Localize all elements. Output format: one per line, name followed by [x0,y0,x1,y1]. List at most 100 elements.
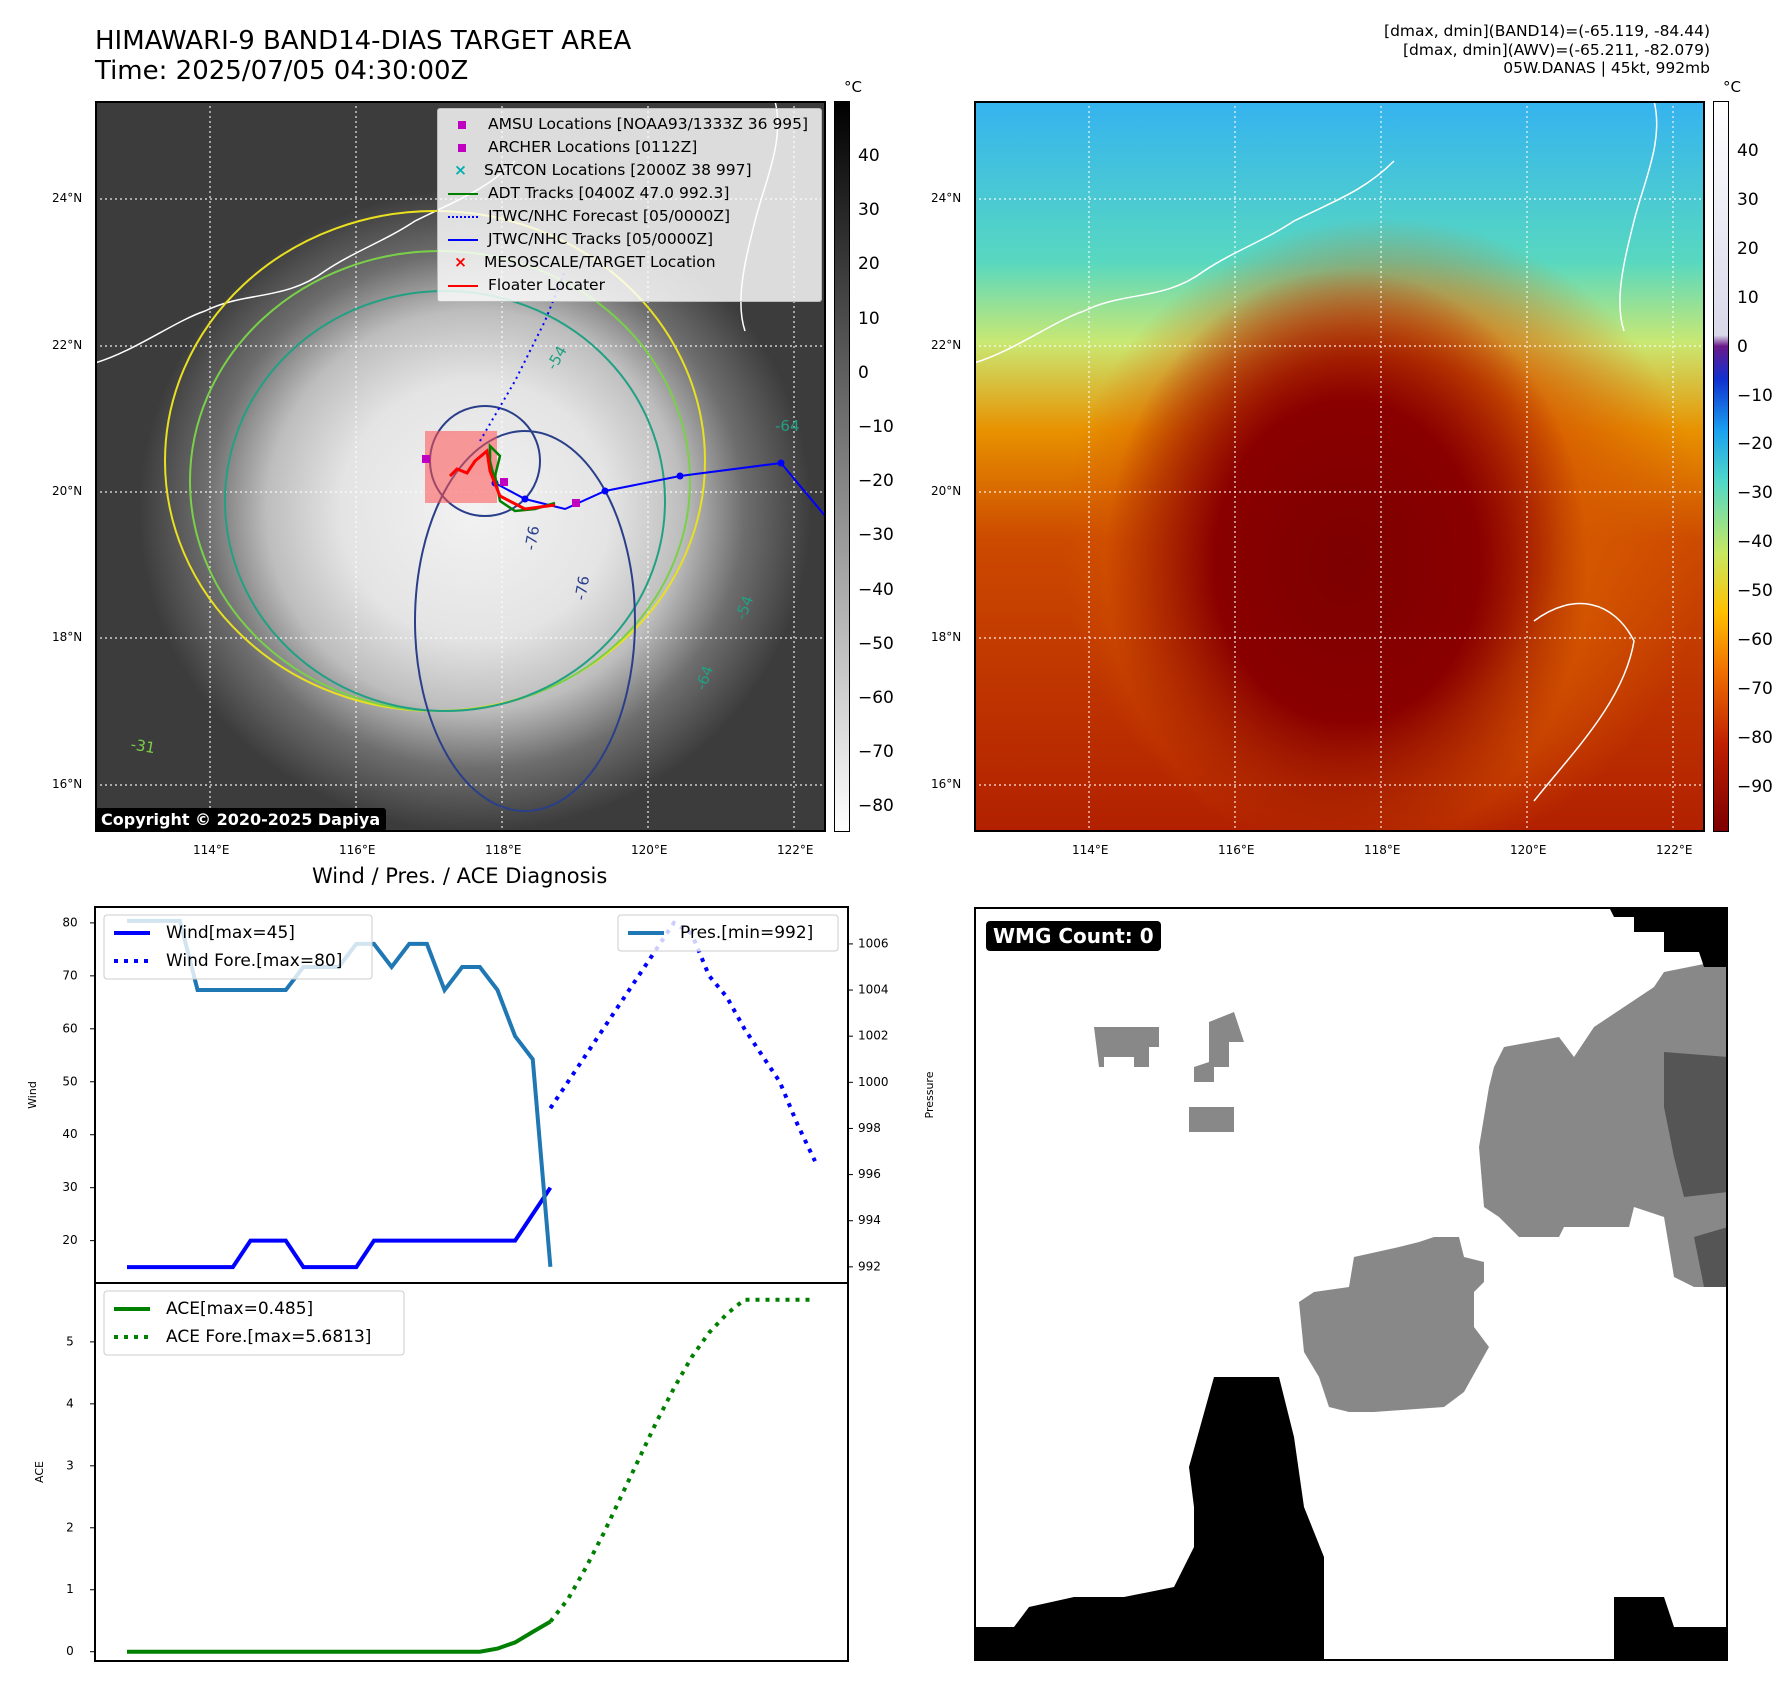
gray-colorbar-unit: °C [844,78,862,96]
wind-ytick-label: 70 [62,968,77,982]
color-colorbar [1713,101,1729,832]
wind-ytick-label: 80 [62,915,77,929]
pressure-axis-label: Pressure [923,1071,936,1118]
colorbar-tick-label: −60 [858,688,894,708]
lon-label: 122°E [777,843,814,857]
pressure-legend-label: Pres.[min=992] [680,923,813,943]
ace-series-line-1 [548,1297,815,1623]
legend-entry: JTWC/NHC Forecast [05/0000Z] [448,207,730,225]
colorbar-tick-label: −30 [1737,483,1773,504]
colorbar-tick-label: 30 [1737,189,1759,210]
lat-label: 16°N [931,777,962,791]
wind-pres-ace-chart: 2030405060708099299499699810001002100410… [26,906,936,1662]
ir-map-panel: -54 -64 -76 -76 -54 -64 -31 AMSU Locatio… [95,101,826,832]
wmg-grid [974,907,1728,1661]
ace-fore-legend-label: ACE Fore.[max=5.6813] [166,1327,371,1347]
ace-ytick-label: 2 [66,1520,74,1534]
wind-fore-legend-label: Wind Fore.[max=80] [166,951,342,971]
ace-ytick-label: 3 [66,1458,74,1472]
colorbar-tick-label: −50 [1737,581,1773,602]
legend-entry: JTWC/NHC Tracks [05/0000Z] [448,230,713,248]
ace-chart-frame [94,1282,849,1662]
lon-label: 114°E [193,843,230,857]
map-legend: AMSU Locations [NOAA93/1333Z 36 995] ARC… [437,108,822,302]
pressure-legend [617,914,839,952]
contour-label: -76 [571,574,593,601]
pressure-ytick-label: 992 [858,1259,881,1273]
floater-box [425,431,497,503]
colorbar-tick-label: −80 [1737,727,1773,748]
colorbar-tick-label: −10 [1737,385,1773,406]
wind-ytick-label: 40 [62,1127,77,1141]
legend-entry: ADT Tracks [0400Z 47.0 992.3] [448,184,729,202]
lat-label: 24°N [52,191,83,205]
wind-axis-label: Wind [26,1081,39,1109]
floater-track [448,448,556,511]
figure-info: [dmax, dmin](BAND14)=(-65.119, -84.44) [… [1384,22,1710,77]
colorbar-tick-label: 0 [1737,336,1748,357]
colorbar-tick-label: −30 [858,525,894,546]
colorbar-tick-label: 20 [1737,238,1759,259]
contour-label: -64 [775,417,800,435]
ace-legend [103,1290,405,1356]
lon-label: 118°E [485,843,522,857]
ace-ytick-label: 1 [66,1582,74,1596]
wmg-frame [974,907,1728,1661]
pressure-ytick-label: 1002 [858,1029,889,1043]
colorbar-tick-label: −40 [858,579,894,600]
wmg-count-badge: WMG Count: 0 [986,921,1161,951]
colorbar-tick-label: −50 [858,633,894,654]
color-map-panel [974,101,1705,832]
colorbar-tick-label: −90 [1737,776,1773,797]
series-line-0 [127,1186,553,1270]
lon-label: 116°E [1218,843,1255,857]
amsu-marker [572,499,580,507]
lon-label: 114°E [1072,843,1109,857]
series-line-1 [548,920,817,1163]
pressure-ytick-label: 1000 [858,1075,889,1089]
ace-series-line-0 [127,1619,552,1654]
pressure-ytick-label: 998 [858,1121,881,1135]
pressure-ytick-label: 1006 [858,936,889,950]
diagnosis-title: Wind / Pres. / ACE Diagnosis [312,864,608,888]
ace-axis-label: ACE [33,1461,46,1483]
amsu-marker [422,455,430,463]
lon-label: 118°E [1364,843,1401,857]
lon-label: 120°E [1510,843,1547,857]
lon-label: 116°E [339,843,376,857]
gray-colorbar [834,101,850,832]
wmg-panel: WMG Count: 0 [974,907,1728,1661]
color-map-frame [974,101,1705,832]
lat-label: 16°N [52,777,83,791]
colorbar-tick-label: 20 [858,254,880,275]
wind-ytick-label: 20 [62,1233,77,1247]
colorbar-tick-label: −60 [1737,630,1773,650]
colorbar-tick-label: 40 [1737,141,1759,161]
copyright-badge: Copyright © 2020-2025 Dapiya [95,808,387,831]
lat-label: 20°N [931,484,962,498]
wind-ytick-label: 60 [62,1021,77,1035]
lat-label: 20°N [52,484,83,498]
colorbar-tick-label: 10 [1737,287,1759,308]
colorbar-tick-label: −70 [858,742,894,763]
colorbar-tick-label: 0 [858,362,869,383]
lat-label: 18°N [931,630,962,644]
ace-ytick-label: 4 [66,1396,74,1410]
colorbar-tick-label: −10 [858,417,894,437]
legend-entry: ARCHER Locations [0112Z] [448,138,697,156]
lon-label: 122°E [1656,843,1693,857]
lat-label: 22°N [52,338,83,352]
colorbar-tick-label: −20 [858,471,894,492]
colorbar-tick-label: 40 [858,146,880,166]
ace-legend-label: ACE[max=0.485] [166,1299,313,1319]
colorbar-tick-label: −40 [1737,532,1773,553]
colorbar-tick-label: −70 [1737,678,1773,699]
lat-label: 18°N [52,630,83,644]
figure-title: HIMAWARI-9 BAND14-DIAS TARGET AREA Time:… [95,26,632,86]
colorbar-tick-label: −20 [1737,434,1773,455]
pressure-ytick-label: 996 [858,1167,881,1181]
archer-marker [500,478,508,486]
legend-entry: AMSU Locations [NOAA93/1333Z 36 995] [448,115,808,133]
ir-map-frame [95,101,826,832]
legend-entry: × SATCON Locations [2000Z 38 997] [454,161,752,179]
